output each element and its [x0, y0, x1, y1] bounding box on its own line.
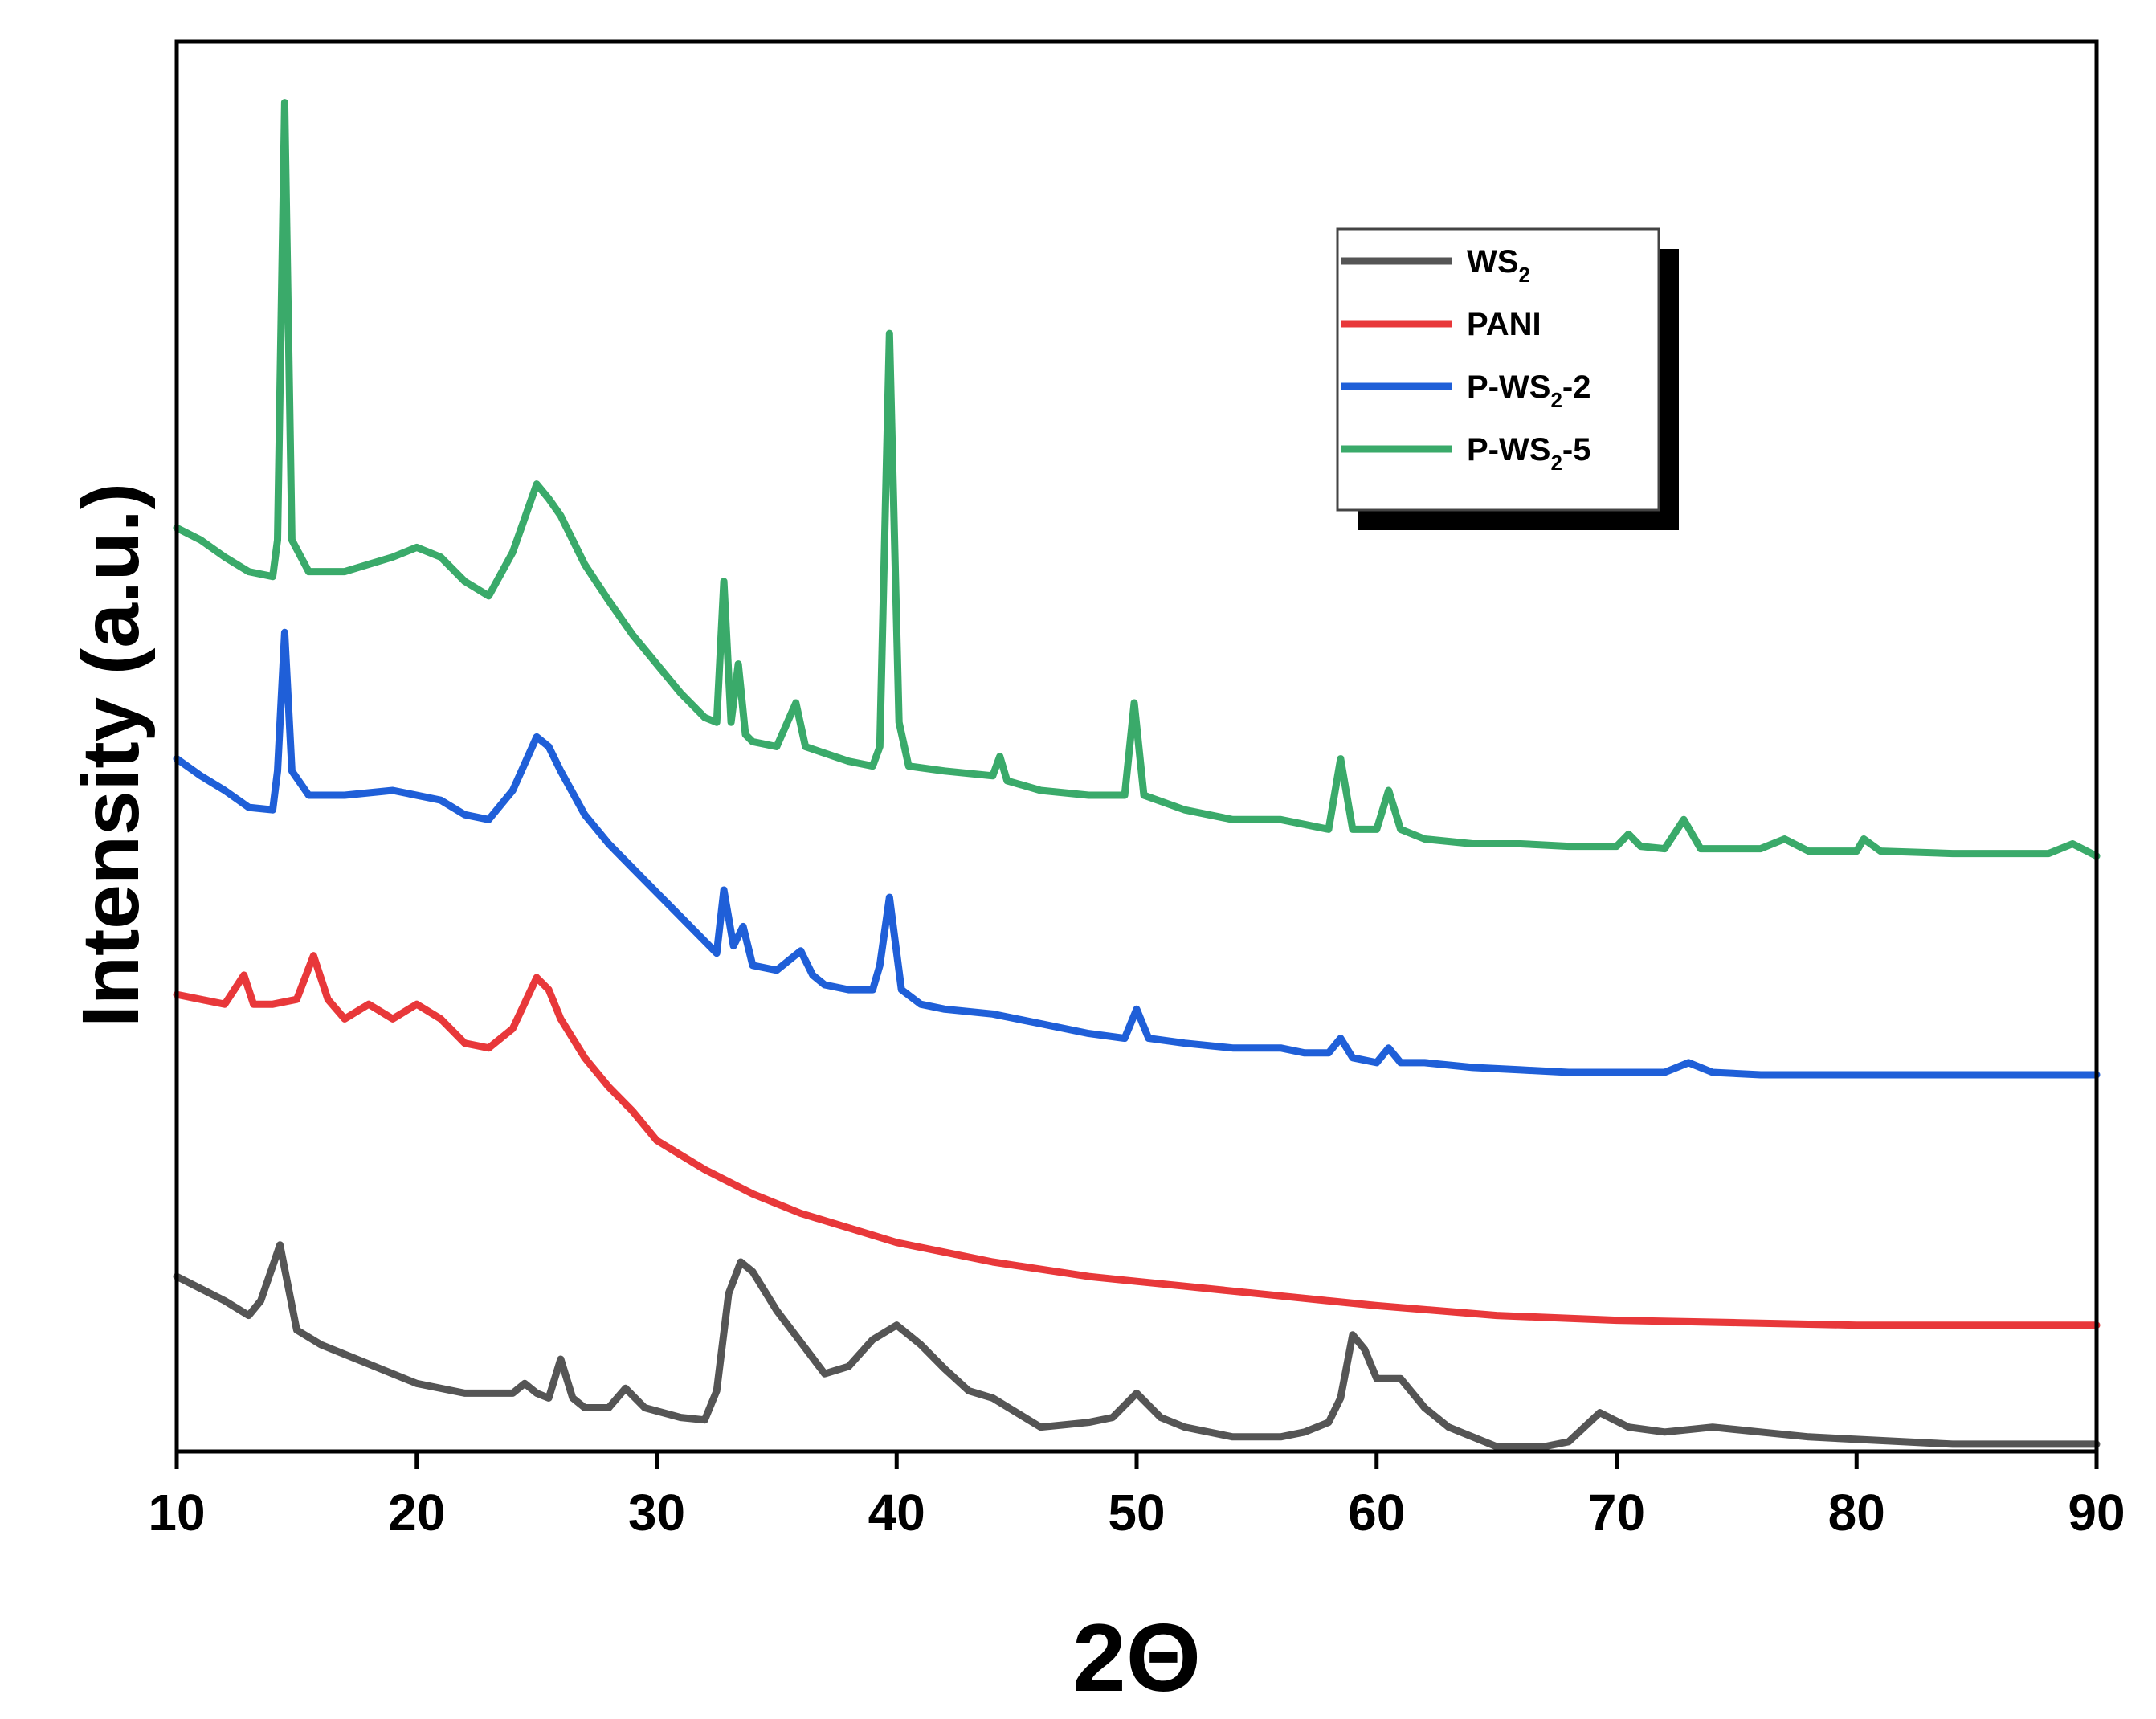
series-line-p-ws2-5 — [173, 99, 2101, 860]
x-tick-label-20: 20 — [388, 1484, 445, 1541]
x-axis: 10 20 30 40 50 60 70 80 90 — [148, 1452, 2125, 1541]
legend-label-1: PANI — [1467, 307, 1541, 342]
x-axis-title: 2Θ — [1072, 1604, 1201, 1712]
series-line-pani — [173, 952, 2101, 1329]
legend-entries: WS2 PANI P-WS2-2 P-WS2-5 — [1341, 244, 1590, 475]
x-tick-label-40: 40 — [868, 1484, 925, 1541]
x-tick-label-60: 60 — [1348, 1484, 1405, 1541]
x-tick-label-80: 80 — [1828, 1484, 1885, 1541]
legend-label-0: WS2 — [1467, 244, 1530, 287]
x-tick-label-70: 70 — [1588, 1484, 1645, 1541]
series-line-ws2 — [173, 1241, 2101, 1451]
series-line-p-ws2-2 — [173, 628, 2101, 1079]
legend: WS2 PANI P-WS2-2 P-WS2-5 — [1336, 227, 1679, 530]
x-tick-label-50: 50 — [1108, 1484, 1165, 1541]
series-layer — [173, 99, 2101, 1451]
y-axis-title: Intensity (a.u.) — [66, 483, 156, 1027]
x-tick-label-90: 90 — [2068, 1484, 2125, 1541]
legend-label-2: P-WS2-2 — [1467, 370, 1590, 412]
legend-box — [1336, 227, 1660, 512]
x-tick-label-30: 30 — [628, 1484, 685, 1541]
x-tick-label-10: 10 — [148, 1484, 205, 1541]
legend-label-3: P-WS2-5 — [1467, 432, 1590, 475]
